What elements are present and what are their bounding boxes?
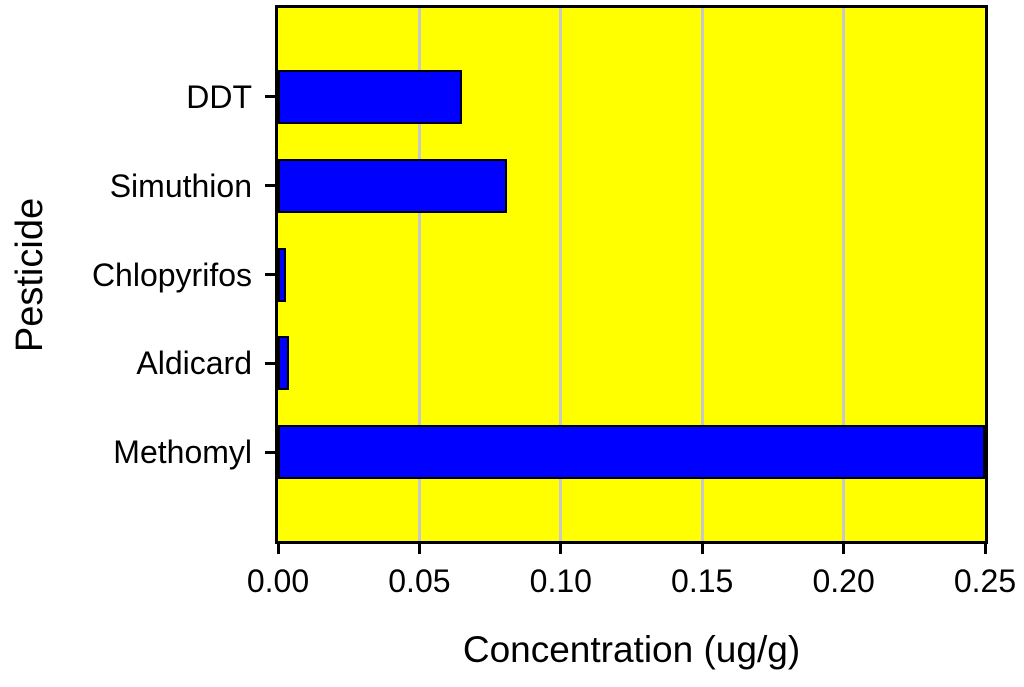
- y-tick-label: Aldicard: [136, 345, 252, 382]
- x-tick-label: 0.05: [388, 563, 451, 599]
- gridline: [700, 8, 704, 541]
- y-tick-mark: [265, 450, 278, 454]
- x-tick-mark: [983, 541, 987, 554]
- x-tick-label: 0.00: [246, 563, 310, 599]
- y-tick-mark: [265, 273, 278, 276]
- bar-ddt: [278, 69, 462, 124]
- gridline: [417, 8, 421, 541]
- plot-area: [278, 8, 985, 541]
- y-tick-mark: [265, 361, 278, 365]
- x-tick-label: 0.25: [953, 563, 1017, 599]
- x-tick-mark: [700, 541, 704, 554]
- y-tick-label: DDT: [186, 78, 252, 115]
- x-tick-mark: [559, 541, 563, 554]
- x-tick-label: 0.20: [812, 563, 875, 599]
- x-tick-label: 0.10: [529, 563, 592, 599]
- bar-methomyl: [278, 425, 985, 480]
- bar-chlopyrifos: [278, 247, 287, 302]
- x-tick-mark: [842, 541, 846, 554]
- gridline: [842, 8, 846, 541]
- y-tick-mark: [265, 95, 278, 99]
- x-tick-mark: [417, 541, 421, 554]
- x-tick-mark: [276, 541, 280, 554]
- x-tick-label: 0.15: [671, 563, 734, 599]
- y-tick-label: Methomyl: [113, 434, 252, 471]
- x-axis-title: Concentration (ug/g): [462, 629, 801, 670]
- bar-simuthion: [278, 158, 508, 213]
- y-tick-mark: [265, 184, 278, 188]
- bar-aldicard: [278, 336, 290, 391]
- y-tick-label: Chlopyrifos: [91, 256, 252, 293]
- gridline: [559, 8, 563, 541]
- y-tick-label: Simuthion: [109, 167, 252, 204]
